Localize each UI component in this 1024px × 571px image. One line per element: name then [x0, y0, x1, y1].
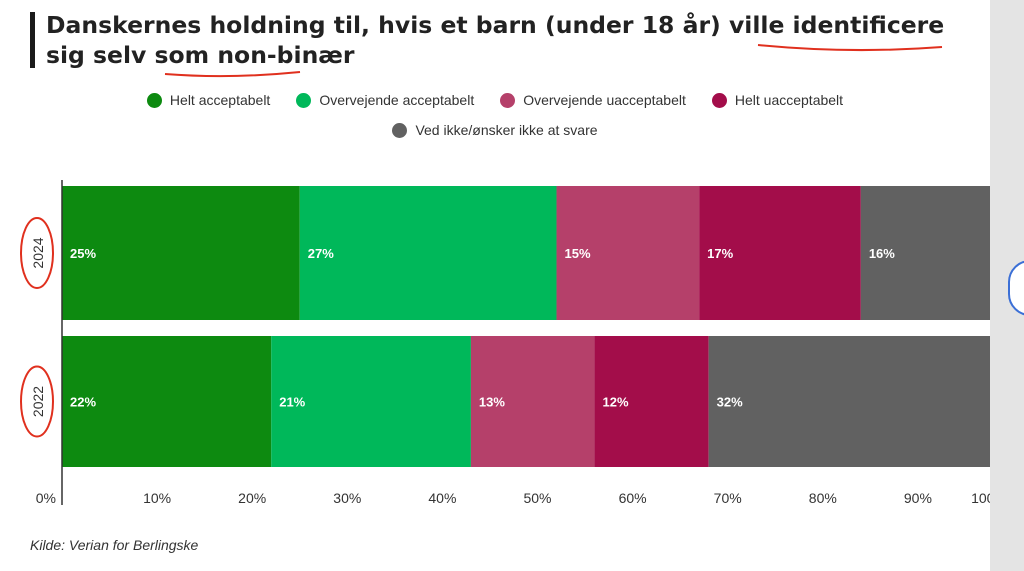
legend-swatch	[296, 92, 312, 108]
legend-label: Overvejende acceptabelt	[319, 92, 475, 108]
x-tick-label: 50%	[523, 490, 551, 506]
data-label: 27%	[308, 246, 334, 261]
legend-label: Helt acceptabelt	[169, 92, 271, 108]
x-tick-label: 90%	[904, 490, 932, 506]
legend-swatch	[500, 92, 516, 108]
data-label: 21%	[279, 395, 305, 410]
category-label: 2024	[30, 237, 46, 268]
bar-segment	[470, 336, 595, 467]
data-label: 15%	[565, 246, 591, 261]
legend-item-helt-uacceptabelt: Helt uacceptabelt	[711, 92, 844, 108]
x-tick-label: 10%	[143, 490, 171, 506]
data-label: 17%	[707, 246, 733, 261]
legend-item-overvejende-uacceptabelt: Overvejende uacceptabelt	[500, 92, 686, 108]
bar-segment	[556, 186, 700, 320]
red-circle-annotation	[20, 217, 54, 289]
legend-swatch	[392, 122, 408, 138]
bar-segment	[860, 186, 1013, 320]
legend-row-1: Helt acceptabelt Overvejende acceptabelt…	[0, 92, 990, 108]
bar-segment	[708, 336, 1013, 467]
legend-item-ved-ikke: Ved ikke/ønsker ikke at svare	[392, 122, 598, 138]
chart-title: Danskernes holdning til, hvis et barn (u…	[46, 11, 945, 69]
legend-swatch	[146, 92, 162, 108]
data-label: 22%	[70, 395, 96, 410]
red-circle-annotation	[20, 365, 54, 438]
data-label: 16%	[869, 246, 895, 261]
x-tick-label: 0%	[36, 490, 56, 506]
x-tick-label: 30%	[333, 490, 361, 506]
x-tick-label: 40%	[428, 490, 456, 506]
legend-swatch	[711, 92, 727, 108]
bar-segment	[62, 186, 300, 320]
bar-segment	[62, 336, 272, 467]
red-underline-annotation	[164, 71, 301, 78]
category-label: 2022	[30, 386, 46, 417]
legend-row-2: Ved ikke/ønsker ikke at svare	[0, 122, 990, 138]
data-label: 32%	[717, 395, 743, 410]
data-label: 12%	[603, 395, 629, 410]
legend-item-overvejende-acceptabelt: Overvejende acceptabelt	[296, 92, 474, 108]
x-tick-label: 60%	[619, 490, 647, 506]
legend-label: Overvejende uacceptabelt	[523, 92, 686, 108]
source-note: Kilde: Verian for Berlingske	[30, 537, 199, 553]
legend-item-helt-acceptabelt: Helt acceptabelt	[146, 92, 271, 108]
x-tick-label: 70%	[714, 490, 742, 506]
bar-segment	[594, 336, 709, 467]
title-accent-bar	[30, 12, 35, 68]
legend-label: Helt uacceptabelt	[734, 92, 844, 108]
x-tick-label: 20%	[238, 490, 266, 506]
bar-segment	[271, 336, 471, 467]
x-tick-label: 80%	[809, 490, 837, 506]
bar-segment	[699, 186, 861, 320]
data-label: 25%	[70, 246, 96, 261]
data-label: 13%	[479, 395, 505, 410]
legend-label: Ved ikke/ønsker ikke at svare	[415, 122, 598, 138]
stacked-bar-chart: 25% 27% 15% 17% 16% 2024 22% 21% 13% 12% 32% 2022 0%…	[20, 44, 1013, 506]
bar-segment	[299, 186, 557, 320]
red-underline-annotation	[757, 44, 943, 52]
